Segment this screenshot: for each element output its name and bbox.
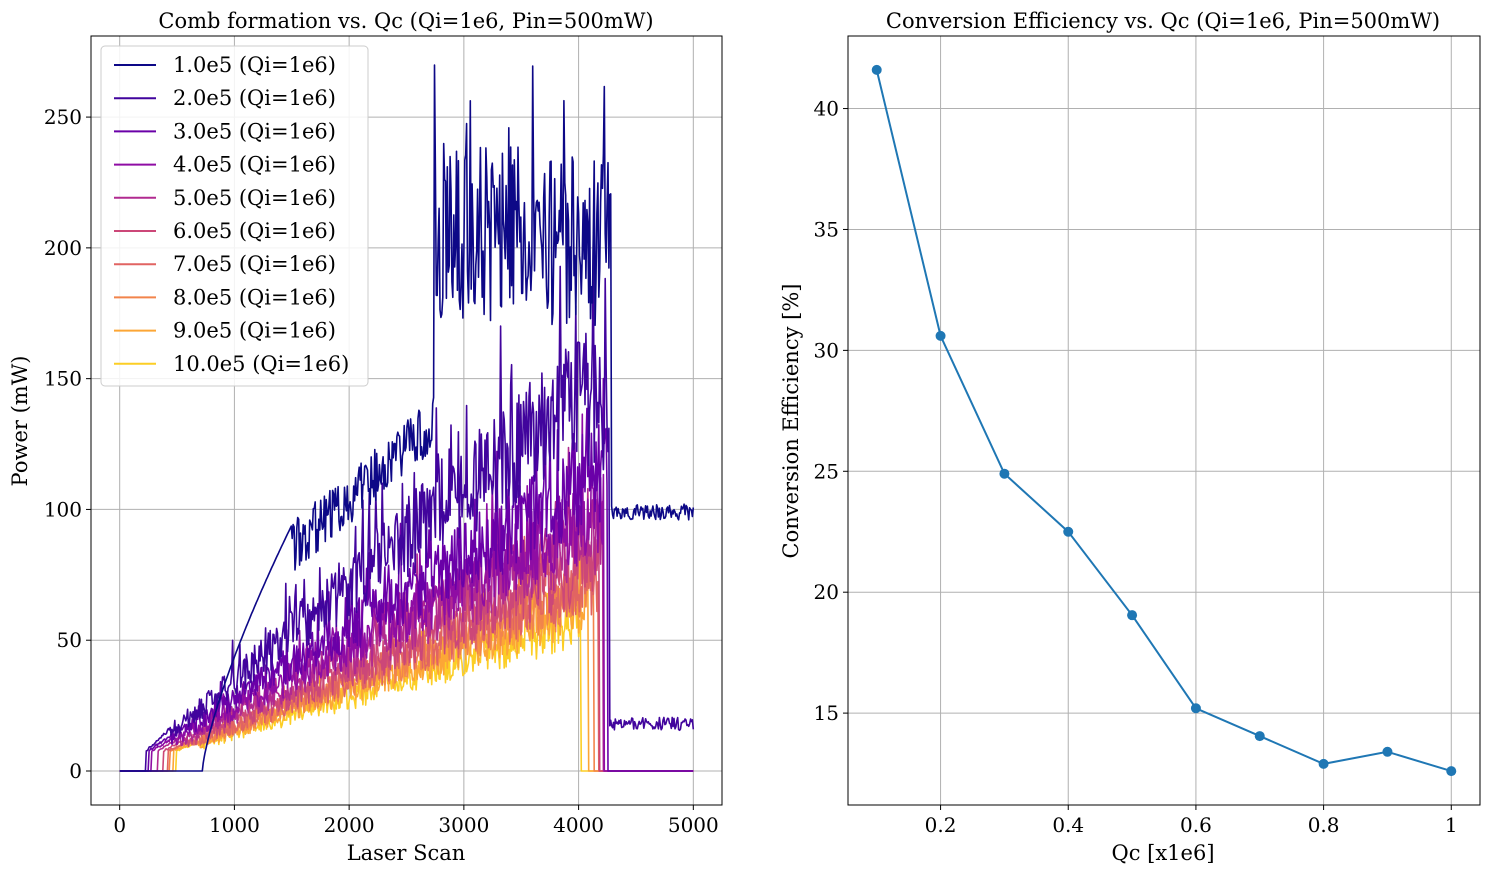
- left-y-tick-label: 100: [44, 497, 82, 521]
- right-y-axis-title: Conversion Efficiency [%]: [779, 284, 803, 559]
- efficiency-point: [935, 330, 946, 341]
- left-x-tick-label: 4000: [553, 813, 604, 837]
- left-y-axis-title: Power (mW): [8, 356, 32, 487]
- legend-label: 8.0e5 (Qi=1e6): [173, 285, 336, 309]
- left-series-lines: [119, 64, 695, 772]
- right-plot-frame: [847, 35, 1481, 806]
- left-x-tick-label: 3000: [438, 813, 489, 837]
- legend-box: [100, 45, 369, 387]
- conversion-efficiency-chart: Conversion Efficiency vs. Qc (Qi=1e6, Pi…: [779, 9, 1481, 865]
- left-ticks: 0 1000 2000 3000 4000 5000 0 50 100 150 200 250: [44, 105, 719, 837]
- left-plot-frame: [90, 35, 723, 806]
- left-y-tick-label: 50: [57, 628, 82, 652]
- right-x-tick-label: 0.4: [1052, 813, 1084, 837]
- efficiency-point: [871, 64, 882, 75]
- left-x-tick-label: 1000: [209, 813, 260, 837]
- right-y-tick-label: 30: [814, 338, 839, 362]
- right-x-tick-label: 0.8: [1308, 813, 1340, 837]
- right-x-tick-label: 0.2: [925, 813, 957, 837]
- left-legend: 1.0e5 (Qi=1e6) 2.0e5 (Qi=1e6) 3.0e5 (Qi=1e…: [100, 45, 369, 387]
- left-x-tick-label: 5000: [668, 813, 719, 837]
- legend-label: 9.0e5 (Qi=1e6): [173, 319, 336, 343]
- right-chart-title: Conversion Efficiency vs. Qc (Qi=1e6, Pi…: [886, 9, 1440, 33]
- efficiency-point: [1446, 766, 1457, 777]
- right-y-tick-label: 15: [814, 701, 839, 725]
- legend-label: 7.0e5 (Qi=1e6): [173, 252, 336, 276]
- right-ticks: 0.2 0.4 0.6 0.8 1 15 20 25 30 35 40: [814, 97, 1458, 837]
- series-line-1: [119, 64, 695, 772]
- efficiency-point: [1318, 758, 1329, 769]
- left-y-tick-label: 250: [44, 105, 82, 129]
- left-y-tick-label: 0: [69, 759, 82, 783]
- efficiency-point: [1190, 703, 1201, 714]
- right-series: [871, 64, 1457, 777]
- left-chart-title: Comb formation vs. Qc (Qi=1e6, Pin=500mW…: [158, 9, 653, 33]
- comb-formation-chart: Comb formation vs. Qc (Qi=1e6, Pin=500mW…: [8, 9, 723, 865]
- right-x-tick-label: 0.6: [1180, 813, 1212, 837]
- right-x-axis-title: Qc [x1e6]: [1111, 841, 1214, 865]
- legend-label: 1.0e5 (Qi=1e6): [173, 53, 336, 77]
- efficiency-point: [999, 468, 1010, 479]
- legend-label: 4.0e5 (Qi=1e6): [173, 153, 336, 177]
- legend-label: 5.0e5 (Qi=1e6): [173, 186, 336, 210]
- legend-label: 6.0e5 (Qi=1e6): [173, 219, 336, 243]
- left-y-tick-label: 150: [44, 367, 82, 391]
- left-x-tick-label: 2000: [324, 813, 375, 837]
- right-y-tick-label: 35: [814, 217, 839, 241]
- right-y-tick-label: 20: [814, 580, 839, 604]
- right-grid: [848, 36, 1480, 805]
- efficiency-point: [1063, 526, 1074, 537]
- efficiency-point: [1254, 731, 1265, 742]
- series-line-3: [119, 377, 694, 772]
- legend-label: 3.0e5 (Qi=1e6): [173, 119, 336, 143]
- right-x-tick-label: 1: [1445, 813, 1458, 837]
- left-x-tick-label: 0: [113, 813, 126, 837]
- series-line-2: [119, 238, 695, 772]
- right-y-tick-label: 25: [814, 459, 839, 483]
- right-y-tick-label: 40: [814, 97, 839, 121]
- left-y-tick-label: 200: [44, 236, 82, 260]
- efficiency-point: [1127, 610, 1138, 621]
- legend-label: 2.0e5 (Qi=1e6): [173, 86, 336, 110]
- legend-label: 10.0e5 (Qi=1e6): [173, 352, 349, 376]
- left-x-axis-title: Laser Scan: [347, 841, 466, 865]
- efficiency-line: [875, 69, 1452, 773]
- efficiency-point: [1382, 746, 1393, 757]
